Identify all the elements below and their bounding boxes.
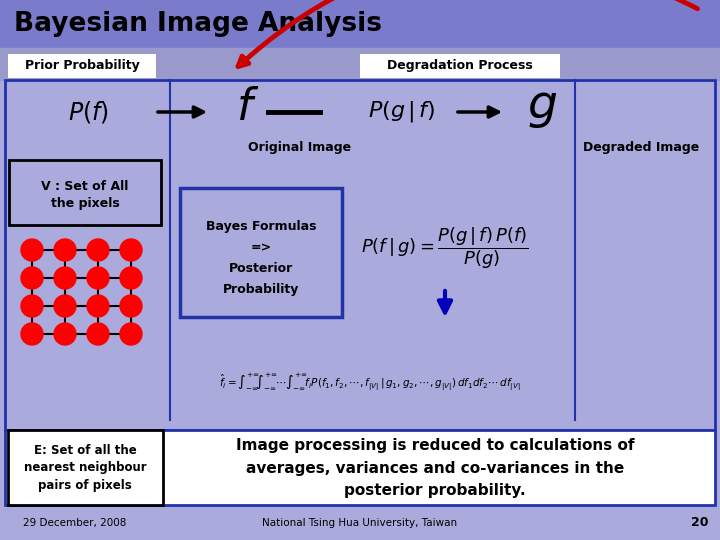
Text: Prior Probability: Prior Probability — [24, 59, 140, 72]
Circle shape — [54, 323, 76, 345]
Text: E: Set of all the
nearest neighbour
pairs of pixels: E: Set of all the nearest neighbour pair… — [24, 443, 146, 492]
Circle shape — [120, 267, 142, 289]
Text: 20: 20 — [691, 516, 708, 530]
Text: 29 December, 2008: 29 December, 2008 — [23, 518, 127, 528]
Text: $\mathit{f}$: $\mathit{f}$ — [236, 86, 260, 130]
Circle shape — [54, 239, 76, 261]
FancyBboxPatch shape — [5, 80, 715, 430]
Text: Image processing is reduced to calculations of
averages, variances and co-varian: Image processing is reduced to calculati… — [235, 438, 634, 498]
Text: V : Set of All
the pixels: V : Set of All the pixels — [41, 179, 129, 211]
Text: Bayes Formulas
=>
Posterior
Probability: Bayes Formulas => Posterior Probability — [206, 220, 316, 296]
Circle shape — [21, 323, 43, 345]
FancyBboxPatch shape — [360, 54, 560, 78]
Circle shape — [87, 267, 109, 289]
Circle shape — [21, 267, 43, 289]
Circle shape — [87, 323, 109, 345]
Text: $\hat{f}_i = \int_{-\infty}^{+\infty}\!\!\int_{-\infty}^{+\infty}\!\cdots\int_{-: $\hat{f}_i = \int_{-\infty}^{+\infty}\!\… — [219, 372, 521, 393]
Bar — [0, 48, 720, 80]
FancyBboxPatch shape — [8, 430, 163, 505]
FancyArrowPatch shape — [238, 0, 698, 66]
FancyBboxPatch shape — [5, 430, 715, 505]
FancyBboxPatch shape — [180, 188, 342, 317]
Circle shape — [120, 295, 142, 317]
Text: $\mathit{P(f)}$: $\mathit{P(f)}$ — [68, 99, 109, 125]
Text: Bayesian Image Analysis: Bayesian Image Analysis — [14, 11, 382, 37]
Text: $\mathit{P(g\,|\,f)}$: $\mathit{P(g\,|\,f)}$ — [368, 99, 436, 125]
Circle shape — [21, 239, 43, 261]
Text: National Tsing Hua University, Taiwan: National Tsing Hua University, Taiwan — [262, 518, 458, 528]
Circle shape — [21, 295, 43, 317]
Circle shape — [120, 323, 142, 345]
Circle shape — [120, 239, 142, 261]
Text: $\mathit{g}$: $\mathit{g}$ — [527, 84, 557, 130]
Text: Degradation Process: Degradation Process — [387, 59, 533, 72]
Text: $\mathit{P(f\,|\,g) = \dfrac{P(g\,|\,f)\,P(f)}{P(g)}}$: $\mathit{P(f\,|\,g) = \dfrac{P(g\,|\,f)\… — [361, 225, 528, 271]
Circle shape — [87, 295, 109, 317]
Bar — [5, 80, 715, 430]
Text: Original Image: Original Image — [248, 141, 351, 154]
Bar — [0, 0, 720, 48]
Text: Degraded Image: Degraded Image — [583, 141, 699, 154]
FancyBboxPatch shape — [9, 160, 161, 225]
Circle shape — [54, 267, 76, 289]
Circle shape — [54, 295, 76, 317]
FancyBboxPatch shape — [8, 54, 156, 78]
Circle shape — [87, 239, 109, 261]
